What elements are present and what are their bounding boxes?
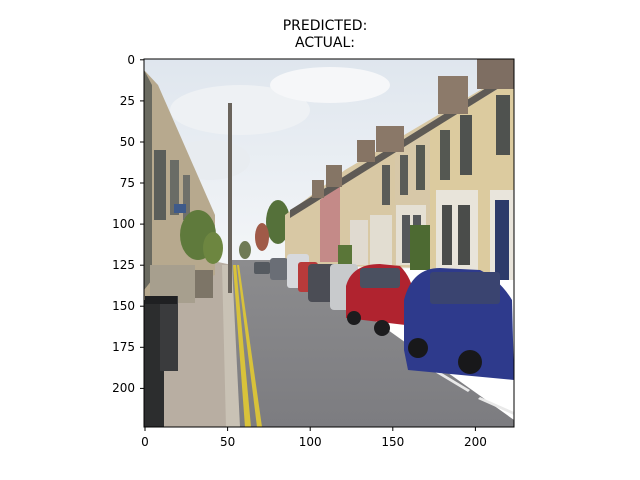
y-tick-label: 200 — [112, 381, 135, 395]
y-axis: 0 25 50 75 100 125 150 175 200 — [112, 53, 144, 395]
x-tick-label: 100 — [299, 435, 322, 449]
figure-title-predicted: PREDICTED: — [282, 18, 368, 34]
y-tick-label: 175 — [112, 340, 135, 354]
figure-title-actual: ACTUAL: — [295, 35, 355, 51]
x-tick-label: 150 — [381, 435, 404, 449]
y-tick-label: 25 — [120, 94, 135, 108]
x-tick-label: 200 — [464, 435, 487, 449]
y-tick-label: 0 — [127, 53, 135, 67]
y-tick-label: 150 — [112, 299, 135, 313]
y-tick-label: 50 — [120, 135, 135, 149]
x-tick-label: 0 — [141, 435, 149, 449]
y-tick-label: 125 — [112, 258, 135, 272]
street-photo — [144, 59, 514, 427]
y-tick-label: 75 — [120, 176, 135, 190]
y-tick-label: 100 — [112, 217, 135, 231]
axes-frame — [143, 58, 515, 428]
x-tick-label: 50 — [220, 435, 235, 449]
x-axis: 0 50 100 150 200 — [141, 427, 487, 449]
